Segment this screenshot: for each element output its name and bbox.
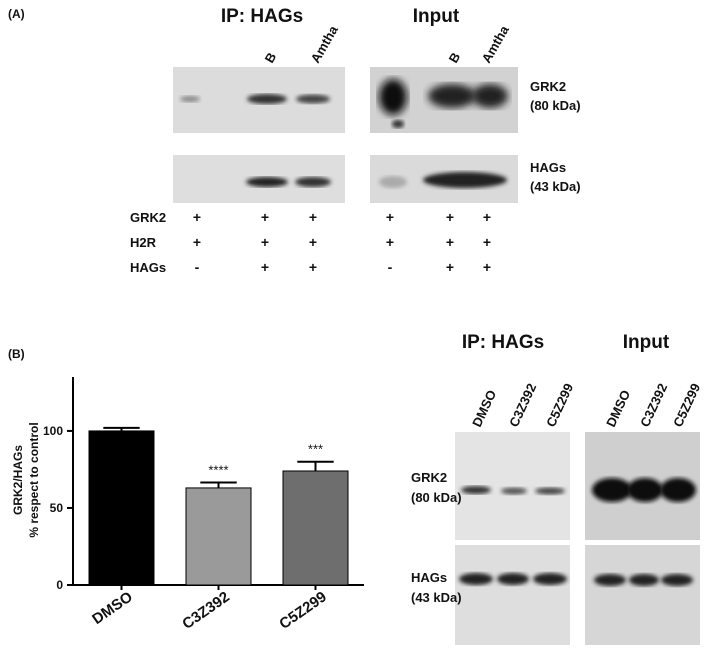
lane-label: C3Z392 <box>506 381 539 429</box>
lane-label: Amtha <box>308 22 342 65</box>
significance: *** <box>308 442 323 457</box>
panel-label: (B) <box>8 347 25 361</box>
lane-label: B <box>446 50 464 66</box>
input-title: Input <box>623 332 670 353</box>
blot-b-ip-hags <box>455 545 570 645</box>
blot-b-ip-grk2 <box>455 432 570 540</box>
y-tick-label: 50 <box>50 501 64 515</box>
lane-label: C5Z299 <box>670 381 703 429</box>
condition-mark: + <box>483 259 491 275</box>
condition-name: GRK2 <box>130 210 166 225</box>
y-tick-label: 100 <box>43 424 63 438</box>
blot-b-input-grk2 <box>585 432 700 540</box>
blot-b-input-hags <box>585 545 700 645</box>
blot-a-ip-grk2 <box>173 67 345 133</box>
condition-mark: + <box>309 209 317 225</box>
blot-label: (43 kDa) <box>411 590 462 605</box>
blot-a-input-hags <box>370 155 518 203</box>
blot-label: GRK2 <box>411 470 447 485</box>
x-tick-label: C5Z299 <box>276 588 329 633</box>
significance: **** <box>208 463 228 478</box>
lane-label: Amtha <box>479 22 513 65</box>
y-axis-label: % respect to control <box>27 422 41 537</box>
condition-mark: - <box>388 259 393 275</box>
condition-mark: + <box>261 209 269 225</box>
blot-label: (43 kDa) <box>530 179 581 194</box>
ip-title: IP: HAGs <box>221 6 303 27</box>
lane-label: DMSO <box>603 388 633 430</box>
condition-mark: + <box>193 209 201 225</box>
blot-a-input-grk2 <box>370 67 518 133</box>
condition-mark: + <box>309 259 317 275</box>
condition-mark: + <box>386 234 394 250</box>
bar <box>185 487 252 586</box>
panel-label: (A) <box>8 7 25 21</box>
y-axis-label: GRK2/HAGs <box>11 445 25 515</box>
blot-a-ip-hags <box>173 155 345 203</box>
condition-mark: + <box>446 209 454 225</box>
blot-label: GRK2 <box>530 79 566 94</box>
condition-mark: + <box>193 234 201 250</box>
blot-label: HAGs <box>411 570 447 585</box>
condition-mark: - <box>195 259 200 275</box>
blot-label: (80 kDa) <box>530 98 581 113</box>
bar <box>282 470 349 586</box>
blot-label: (80 kDa) <box>411 490 462 505</box>
y-tick-label: 0 <box>56 578 63 592</box>
bar <box>88 430 155 586</box>
condition-mark: + <box>446 234 454 250</box>
condition-name: HAGs <box>130 260 166 275</box>
condition-mark: + <box>386 209 394 225</box>
input-title: Input <box>413 6 460 27</box>
condition-mark: + <box>261 259 269 275</box>
condition-mark: + <box>483 209 491 225</box>
lane-label: C3Z392 <box>637 381 670 429</box>
condition-mark: + <box>309 234 317 250</box>
lane-label: B <box>262 50 280 66</box>
condition-mark: + <box>483 234 491 250</box>
condition-mark: + <box>261 234 269 250</box>
condition-name: H2R <box>130 235 157 250</box>
blot-label: HAGs <box>530 160 566 175</box>
lane-label: DMSO <box>469 388 499 430</box>
ip-title: IP: HAGs <box>462 332 544 353</box>
x-tick-label: C3Z392 <box>179 588 232 633</box>
lane-label: C5Z299 <box>543 381 576 429</box>
condition-mark: + <box>446 259 454 275</box>
x-tick-label: DMSO <box>89 588 136 628</box>
